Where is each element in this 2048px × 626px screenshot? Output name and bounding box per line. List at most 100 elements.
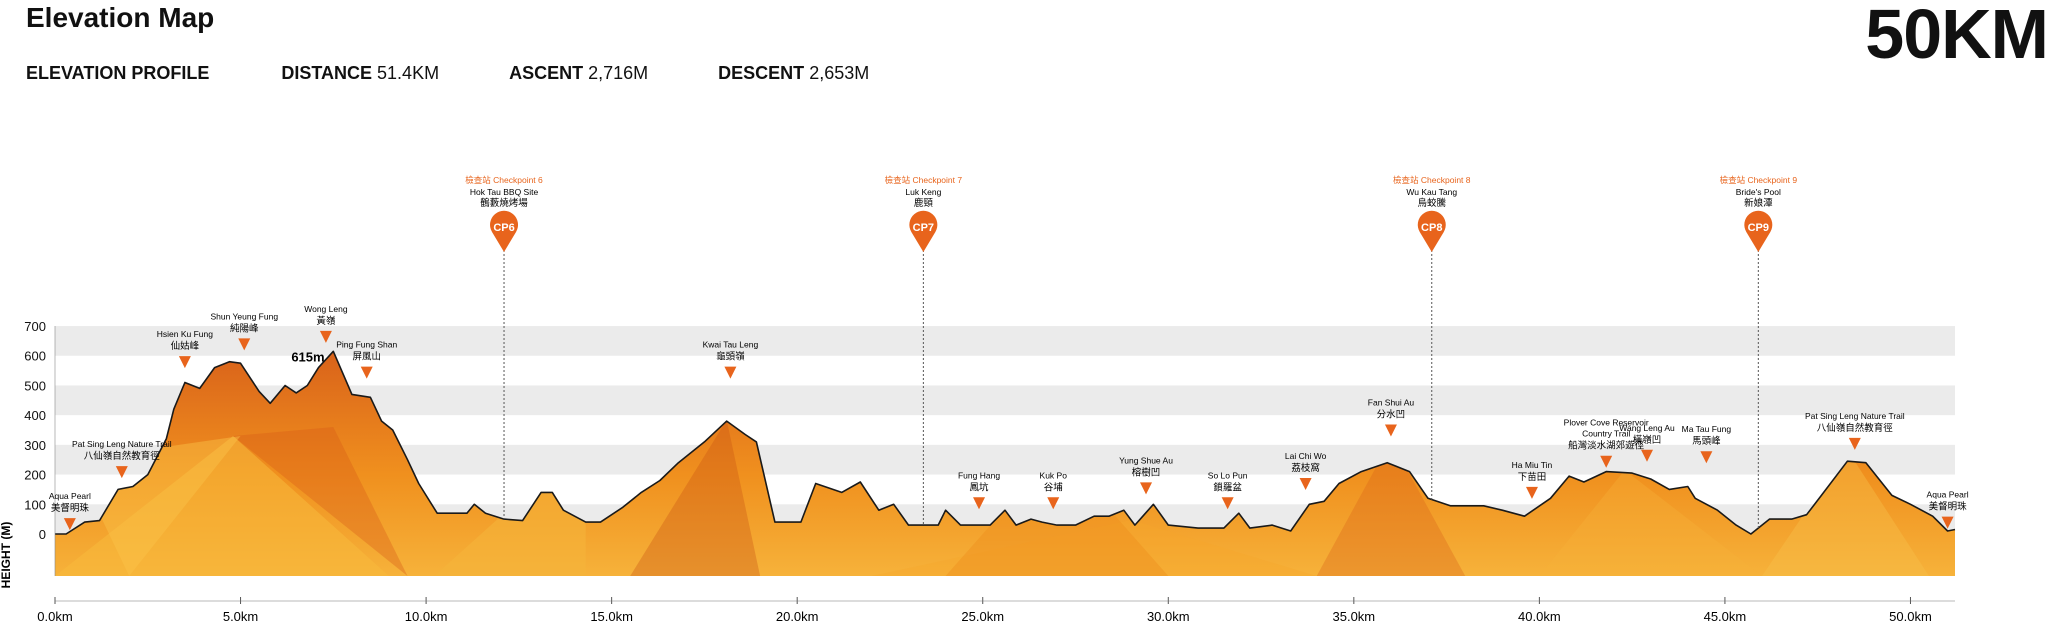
location-marker-icon <box>1299 477 1312 490</box>
marker-label-zh: 荔枝窩 <box>1291 462 1320 474</box>
page-title: Elevation Map <box>26 2 215 33</box>
x-tick-label: 45.0km <box>1704 609 1747 624</box>
ascent-label: ASCENT <box>509 63 584 83</box>
checkpoint-name-zh: 新娘潭 <box>1744 197 1773 209</box>
peak-annotation: 615m <box>291 349 324 364</box>
location-marker-icon <box>1700 451 1713 464</box>
marker-label-zh: 下苗田 <box>1518 472 1547 483</box>
location-marker-icon <box>178 356 191 369</box>
checkpoint-tag: CP7 <box>913 222 934 234</box>
marker-label-en: Fan Shui Au <box>1368 398 1415 408</box>
facet-shade <box>1316 440 1466 576</box>
stats-bar: ELEVATION PROFILE DISTANCE 51.4KM ASCENT… <box>26 63 939 84</box>
location-marker-icon <box>1848 437 1861 450</box>
ascent-stat: ASCENT 2,716M <box>509 63 648 84</box>
location-marker-icon <box>115 466 128 479</box>
marker-label-zh: 榕樹凹 <box>1132 466 1161 478</box>
location-marker-icon <box>360 366 373 379</box>
x-tick-label: 40.0km <box>1518 609 1561 624</box>
elevation-line <box>55 350 1956 535</box>
y-tick-label: 700 <box>24 319 46 334</box>
checkpoint-tag: CP6 <box>493 222 514 234</box>
marker-label-en: Plover Cove Reservoir <box>1564 418 1649 428</box>
marker-label-en: Country Trail <box>1582 429 1630 439</box>
x-tick-label: 20.0km <box>776 609 819 624</box>
location-marker-icon <box>1525 486 1538 499</box>
race-distance-title: 50KM <box>1865 0 2048 73</box>
y-tick-label: 300 <box>24 438 46 453</box>
x-tick-label: 5.0km <box>223 609 258 624</box>
x-tick-label: 15.0km <box>590 609 633 624</box>
checkpoint-tag: CP9 <box>1748 222 1769 234</box>
profile-label: ELEVATION PROFILE <box>26 63 210 83</box>
marker-label-en: Fung Hang <box>958 470 1000 480</box>
x-tick-label: 35.0km <box>1333 609 1376 624</box>
checkpoint-name-zh: 鹿頸 <box>914 197 934 209</box>
facet-shade <box>1762 450 1929 576</box>
checkpoint-title: 檢查站 Checkpoint 8 <box>1393 175 1471 185</box>
x-tick-label: 50.0km <box>1889 609 1932 624</box>
marker-label-zh: 純陽峰 <box>230 322 259 334</box>
marker-label-en: Wang Leng Au <box>1619 423 1675 433</box>
location-marker-icon <box>1221 497 1234 510</box>
marker-label-en: Ping Fung Shan <box>336 340 397 350</box>
marker-label-zh: 美督明珠 <box>1929 501 1968 513</box>
marker-label-en: Pat Sing Leng Nature Trail <box>72 439 172 449</box>
checkpoint-name-en: Luk Keng <box>905 187 941 197</box>
descent-label: DESCENT <box>718 63 805 83</box>
marker-label-zh: 龜頭嶺 <box>716 351 745 363</box>
checkpoint-tag: CP8 <box>1421 222 1442 234</box>
distance-label: DISTANCE <box>281 63 373 83</box>
x-tick-label: 25.0km <box>961 609 1004 624</box>
y-axis-title: HEIGHT (M) <box>0 522 13 589</box>
marker-label-en: So Lo Pun <box>1208 470 1248 480</box>
location-marker-icon <box>1640 449 1653 462</box>
checkpoint-name-en: Hok Tau BBQ Site <box>470 187 539 197</box>
marker-label-zh: 分水凹 <box>1377 409 1406 421</box>
marker-label-en: Yung Shue Au <box>1119 455 1173 465</box>
facet-shade <box>1539 470 1762 576</box>
marker-label-en: Lai Chi Wo <box>1285 451 1327 461</box>
marker-label-en: Pat Sing Leng Nature Trail <box>1805 411 1905 421</box>
checkpoint-title: 檢查站 Checkpoint 7 <box>885 175 963 185</box>
marker-label-en: Kuk Po <box>1040 470 1068 480</box>
marker-label-zh: 八仙嶺自然教育徑 <box>84 450 161 462</box>
location-marker-icon <box>973 497 986 510</box>
y-tick-label: 400 <box>24 408 46 423</box>
ascent-value: 2,716M <box>588 63 649 83</box>
checkpoint-name-zh: 鶴藪燒烤場 <box>480 197 528 209</box>
marker-label-en: Hsien Ku Fung <box>157 329 213 339</box>
location-marker-icon <box>63 518 76 531</box>
location-marker-icon <box>1600 455 1613 468</box>
marker-label-en: Shun Yeung Fung <box>210 311 278 321</box>
distance-value: 51.4KM <box>377 63 440 83</box>
checkpoint-title: 檢查站 Checkpoint 6 <box>465 175 543 185</box>
facet-shade <box>630 420 761 576</box>
marker-label-en: Wong Leng <box>304 304 348 314</box>
checkpoint-title: 檢查站 Checkpoint 9 <box>1720 175 1798 185</box>
marker-label-zh: 馬頭峰 <box>1692 436 1721 447</box>
y-tick-label: 0 <box>39 527 46 542</box>
marker-label-zh: 橫嶺凹 <box>1633 434 1662 446</box>
marker-label-en: Aqua Pearl <box>1927 490 1969 500</box>
grid-band <box>55 326 1955 356</box>
x-tick-label: 30.0km <box>1147 609 1190 624</box>
checkpoint-pin-icon <box>490 210 519 252</box>
marker-label-zh: 仙姑峰 <box>171 340 200 352</box>
checkpoint-pin-icon <box>909 210 938 252</box>
y-tick-label: 600 <box>24 349 46 364</box>
checkpoint-pin-icon <box>1417 210 1446 252</box>
location-marker-icon <box>1047 497 1060 510</box>
marker-label-zh: 船灣淡水湖郊遊徑 <box>1568 440 1645 452</box>
y-tick-label: 500 <box>24 378 46 393</box>
marker-label-en: Ma Tau Fung <box>1682 424 1732 434</box>
marker-label-zh: 八仙嶺自然教育徑 <box>1817 422 1894 434</box>
descent-stat: DESCENT 2,653M <box>718 63 869 84</box>
facet-shade <box>55 436 389 576</box>
location-marker-icon <box>1941 516 1954 529</box>
checkpoint-name-en: Wu Kau Tang <box>1406 187 1457 197</box>
marker-label-zh: 屏風山 <box>352 352 381 363</box>
marker-label-zh: 鎖羅盆 <box>1213 481 1242 493</box>
marker-label-zh: 黃嶺 <box>316 315 336 327</box>
marker-label-zh: 美督明珠 <box>51 502 90 514</box>
